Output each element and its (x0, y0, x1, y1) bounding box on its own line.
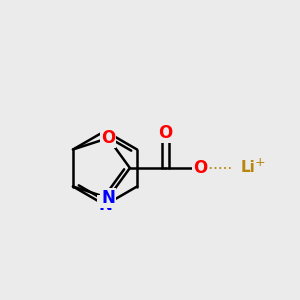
Text: N: N (98, 196, 112, 214)
Text: O: O (158, 124, 172, 142)
Text: +: + (255, 155, 266, 169)
Text: Li: Li (241, 160, 256, 175)
Text: O: O (101, 129, 115, 147)
Text: O: O (193, 159, 207, 177)
Text: N: N (101, 189, 115, 207)
